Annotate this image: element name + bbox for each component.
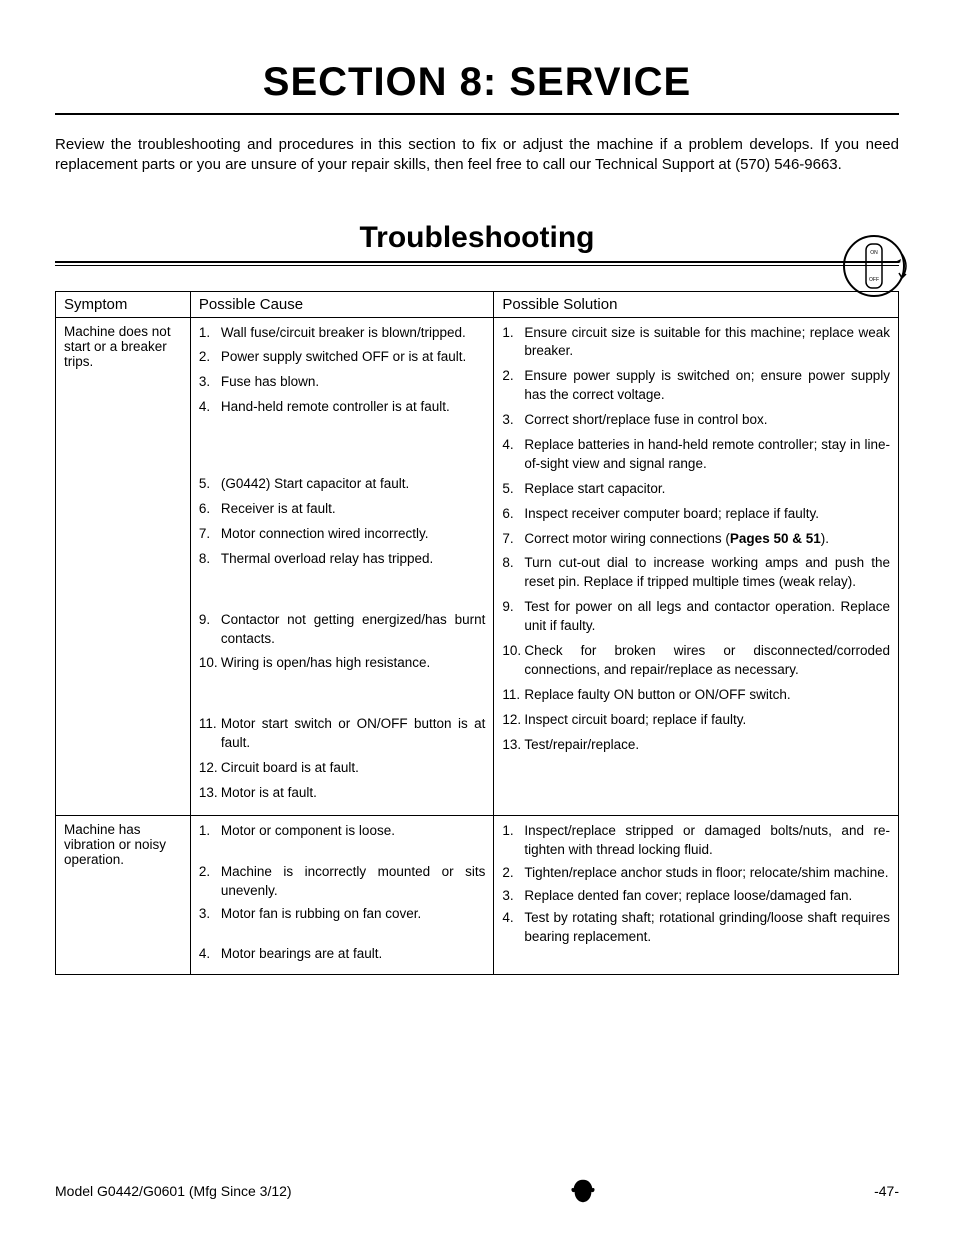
solution-cell: Inspect/replace stripped or damaged bolt… — [494, 815, 899, 974]
table-row: Machine does not start or a breaker trip… — [56, 317, 899, 815]
list-item: Replace start capacitor. — [502, 480, 890, 499]
list-item: Correct short/replace fuse in control bo… — [502, 411, 890, 430]
list-item: Motor or component is loose. — [199, 822, 485, 841]
list-item: Test/repair/replace. — [502, 736, 890, 755]
list-item: Fuse has blown. — [199, 373, 485, 392]
svg-text:ON: ON — [870, 250, 878, 256]
list-item: Replace faulty ON button or ON/OFF switc… — [502, 686, 890, 705]
list-item: Thermal overload relay has tripped. — [199, 550, 485, 569]
list-item: Motor connection wired incorrectly. — [199, 525, 485, 544]
list-item: Test for power on all legs and contactor… — [502, 598, 890, 636]
list-item: Ensure circuit size is suitable for this… — [502, 324, 890, 362]
header-cause: Possible Cause — [190, 291, 493, 317]
list-item: Tighten/replace anchor studs in floor; r… — [502, 864, 890, 883]
list-item-text: Correct motor wiring connections (Pages … — [524, 531, 829, 546]
title-rule — [55, 113, 899, 115]
list-item: Machine is incorrectly mounted or sits u… — [199, 863, 485, 901]
symptom-cell: Machine does not start or a breaker trip… — [56, 317, 191, 815]
subtitle-rule — [55, 261, 899, 266]
list-item: Motor fan is rubbing on fan cover. — [199, 905, 485, 924]
list-item: Correct motor wiring connections (Pages … — [502, 530, 890, 549]
list-item: (G0442) Start capacitor at fault. — [199, 475, 485, 494]
troubleshooting-heading: Troubleshooting — [55, 221, 899, 255]
solution-cell: Ensure circuit size is suitable for this… — [494, 317, 899, 815]
list-item: Motor is at fault. — [199, 784, 485, 803]
table-header-row: Symptom Possible Cause Possible Solution — [56, 291, 899, 317]
header-symptom: Symptom — [56, 291, 191, 317]
cause-cell: Motor or component is loose. Machine is … — [190, 815, 493, 974]
solution-list: Ensure circuit size is suitable for this… — [502, 324, 890, 755]
symptom-cell: Machine has vibration or noisy operation… — [56, 815, 191, 974]
svg-text:OFF: OFF — [869, 277, 879, 283]
list-item: Inspect receiver computer board; replace… — [502, 505, 890, 524]
bear-logo-icon — [569, 1177, 597, 1205]
list-item: Hand-held remote controller is at fault. — [199, 398, 485, 417]
list-item: Turn cut-out dial to increase working am… — [502, 554, 890, 592]
list-item: Ensure power supply is switched on; ensu… — [502, 367, 890, 405]
page-footer: Model G0442/G0601 (Mfg Since 3/12) -47- — [55, 1177, 899, 1205]
footer-page-number: -47- — [874, 1183, 899, 1199]
list-item: Circuit board is at fault. — [199, 759, 485, 778]
list-item: Contactor not getting energized/has burn… — [199, 611, 485, 649]
troubleshooting-table: Symptom Possible Cause Possible Solution… — [55, 291, 899, 976]
list-item: Wiring is open/has high resistance. — [199, 654, 485, 673]
list-item: Motor start switch or ON/OFF button is a… — [199, 715, 485, 753]
subtitle-block: Troubleshooting ON OFF — [55, 221, 899, 266]
list-item: Test by rotating shaft; rotational grind… — [502, 909, 890, 947]
list-item: Motor bearings are at fault. — [199, 945, 485, 964]
section-title: SECTION 8: SERVICE — [55, 60, 899, 105]
list-item: Replace dented fan cover; replace loose/… — [502, 887, 890, 906]
intro-paragraph: Review the troubleshooting and procedure… — [55, 135, 899, 176]
list-item: Inspect/replace stripped or damaged bolt… — [502, 822, 890, 860]
cause-cell: Wall fuse/circuit breaker is blown/tripp… — [190, 317, 493, 815]
cause-list: Motor or component is loose. Machine is … — [199, 822, 485, 964]
list-item: Power supply switched OFF or is at fault… — [199, 348, 485, 367]
list-item: Replace batteries in hand-held remote co… — [502, 436, 890, 474]
rotary-switch-icon: ON OFF — [834, 226, 914, 306]
list-item: Inspect circuit board; replace if faulty… — [502, 711, 890, 730]
list-item: Wall fuse/circuit breaker is blown/tripp… — [199, 324, 485, 343]
table-row: Machine has vibration or noisy operation… — [56, 815, 899, 974]
footer-model: Model G0442/G0601 (Mfg Since 3/12) — [55, 1183, 292, 1199]
cause-list: Wall fuse/circuit breaker is blown/tripp… — [199, 324, 485, 803]
list-item: Receiver is at fault. — [199, 500, 485, 519]
list-item: Check for broken wires or disconnected/c… — [502, 642, 890, 680]
solution-list: Inspect/replace stripped or damaged bolt… — [502, 822, 890, 947]
